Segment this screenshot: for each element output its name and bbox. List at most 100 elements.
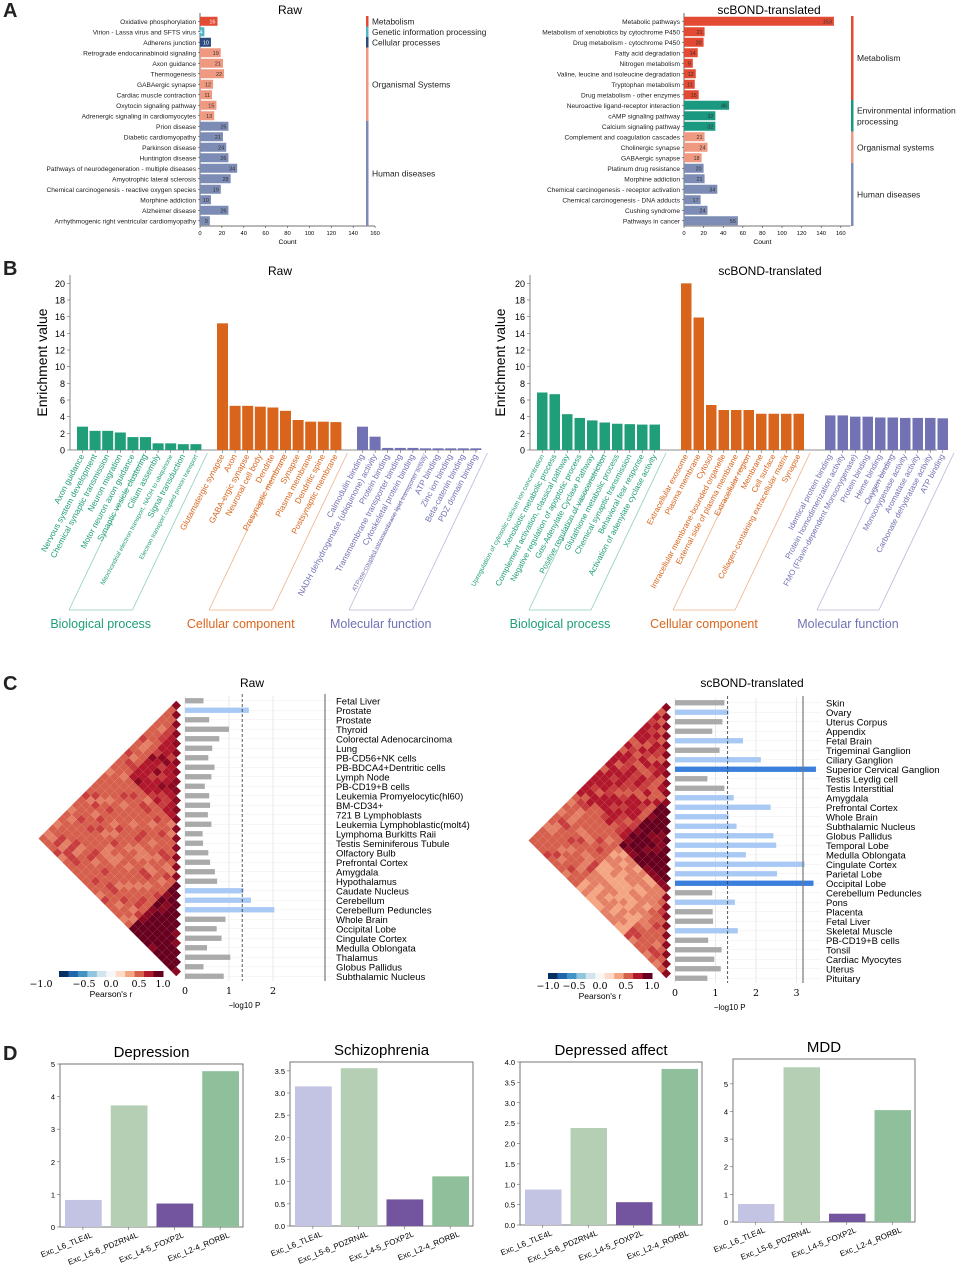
bar	[937, 418, 948, 450]
bar	[684, 79, 695, 89]
bar	[185, 755, 209, 761]
bar	[200, 69, 225, 79]
bar	[229, 405, 241, 450]
x-tick-label: 140	[816, 231, 826, 237]
group-bracket	[208, 452, 348, 611]
bar	[65, 1199, 102, 1227]
bar	[783, 1067, 820, 1222]
bar	[185, 764, 215, 770]
colorbar-tick-label: 1.0	[644, 981, 659, 992]
bar	[562, 414, 573, 450]
tissue-label: Prostate	[336, 715, 371, 726]
y-tick-label: 3.5	[275, 1067, 285, 1076]
bar	[862, 416, 873, 450]
bar	[599, 422, 610, 450]
bar	[407, 447, 419, 450]
y-tick-label: 0.5	[275, 1200, 285, 1209]
bar	[185, 973, 224, 979]
tissue-label: Cingulate Cortex	[336, 934, 407, 945]
bar	[200, 100, 217, 110]
bar	[185, 812, 208, 818]
y-tick-label: 2.0	[505, 1140, 515, 1149]
category-label: Tryptophan metabolism	[611, 82, 680, 89]
bar-value-label: 32	[707, 114, 713, 120]
bar	[254, 406, 266, 450]
bar	[537, 392, 548, 450]
bar-value-label: 24	[699, 145, 705, 151]
colorbar-tick-label: 0.5	[618, 981, 633, 992]
chart-title: scBOND-translated	[717, 3, 820, 17]
plot-frame	[732, 1058, 916, 1223]
tissue-label: Cerebellum Peduncles	[336, 905, 432, 916]
y-tick-label: 4.0	[505, 1058, 515, 1067]
bar	[900, 417, 911, 450]
bar	[382, 447, 394, 450]
bar	[684, 16, 834, 26]
colorbar-segment	[557, 973, 568, 979]
colorbar-tick-label: 0.0	[592, 981, 607, 992]
bar	[675, 757, 761, 763]
bar	[875, 417, 886, 450]
tissue-label: Prefrontal Cortex	[336, 858, 408, 869]
x-axis-label: −log10 P	[228, 1001, 260, 1010]
bar	[292, 420, 304, 450]
x-tick-label: 160	[370, 231, 380, 237]
bar-value-label: 12	[688, 72, 694, 78]
bar	[102, 430, 114, 450]
bar	[200, 174, 231, 184]
bar	[185, 926, 217, 932]
y-tick-label: 14	[55, 329, 65, 339]
bar	[89, 430, 101, 450]
bar	[675, 975, 708, 981]
category-label: Morphine addiction	[140, 197, 196, 204]
colorbar-segment	[604, 973, 615, 979]
tissue-label: PB-CD19+B cells	[826, 936, 900, 947]
y-tick-label: 8	[520, 379, 525, 389]
colorbar-segment	[585, 973, 596, 979]
tissue-label: Subthalamic Nucleus	[826, 822, 915, 833]
bar-value-label: 26	[220, 208, 226, 214]
category-label: GABAergic synapse	[137, 82, 196, 89]
x-tick-label: 0	[198, 231, 201, 237]
tissue-label: Skeletal Muscle	[826, 926, 893, 937]
group-label: Cellular component	[650, 617, 758, 631]
tissue-label: Ciliary Ganglion	[826, 755, 893, 766]
bar-value-label: 15	[208, 103, 214, 109]
chart-d: Depression012345Exc_L6_TLE4LExc_L5-6_PDZ…	[40, 1039, 916, 1267]
bar	[185, 783, 205, 789]
colorbar-tick-label: 0.0	[103, 979, 118, 990]
category-label: Chemical carcinogenesis - reactive oxyge…	[46, 187, 196, 194]
y-tick-label: 2	[60, 429, 65, 439]
bar	[887, 417, 898, 450]
x-tick-label: 160	[836, 231, 846, 237]
bar	[200, 16, 218, 26]
bar-value-label: 20	[695, 40, 701, 46]
y-tick-label: 12	[55, 346, 65, 356]
colorbar-segment	[642, 973, 653, 979]
y-tick-label: 2	[724, 1163, 728, 1172]
colorbar-segment	[614, 973, 625, 979]
bar	[185, 954, 231, 960]
category-label: Oxytocin signaling pathway	[116, 103, 197, 110]
y-tick-label: 1	[51, 1190, 55, 1199]
bar-value-label: 9	[688, 61, 691, 67]
bar-value-label: 10	[203, 40, 209, 46]
colorbar-segment	[595, 973, 606, 979]
bar	[675, 728, 713, 734]
bar	[202, 1071, 239, 1227]
bar	[684, 205, 708, 215]
x-tick-label: 60	[262, 231, 268, 237]
bar	[675, 966, 721, 972]
x-tick-label: 0	[672, 988, 678, 999]
bar	[574, 417, 585, 450]
tissue-label: Occipital Lobe	[336, 924, 396, 935]
category-label: Chemical carcinogenesis - receptor activ…	[547, 187, 680, 194]
bar-value-label: 14	[690, 51, 696, 57]
bar	[850, 416, 861, 450]
y-tick-label: 3.0	[275, 1089, 285, 1098]
y-tick-label: 16	[55, 312, 65, 322]
group-label: Metabolism	[372, 16, 415, 26]
tissue-label: Cerebellum Peduncles	[826, 888, 922, 899]
chart-title: scBOND-translated	[700, 676, 803, 690]
